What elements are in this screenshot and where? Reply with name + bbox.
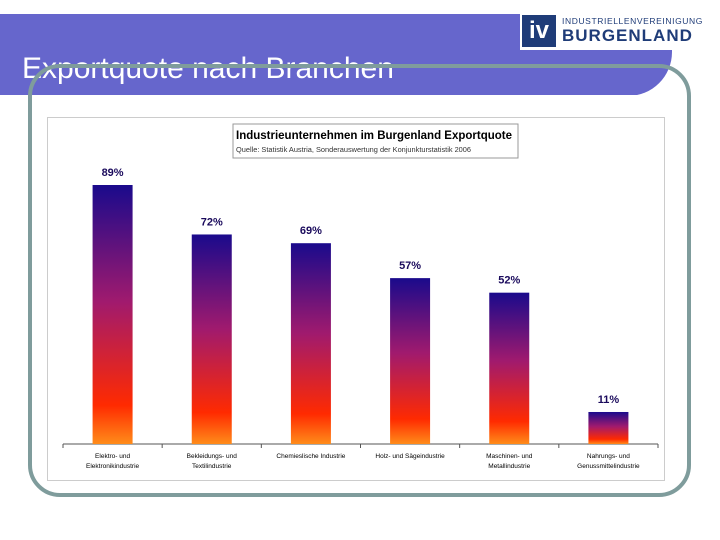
- slide-title: Exportquote nach Branchen: [22, 52, 394, 85]
- logo-line2: BURGENLAND: [562, 26, 693, 45]
- bar: [489, 292, 530, 444]
- bar: [290, 243, 331, 444]
- iv-logo: iv INDUSTRIELLENVEREINIGUNG BURGENLAND: [520, 12, 703, 50]
- value-label: 69%: [300, 225, 322, 237]
- category-label: Nahrungs- und Genussmittelindustrie: [577, 453, 640, 470]
- category-label: Holz- und Sägeindustrie: [375, 453, 445, 460]
- logo-line1: INDUSTRIELLENVEREINIGUNG: [562, 16, 703, 26]
- chart-title-box: [232, 123, 519, 159]
- value-label: 89%: [102, 167, 124, 179]
- category-label: Elektro- und Elektronikindustrie: [86, 453, 139, 470]
- header-underline: [0, 95, 637, 99]
- chart-panel: Industrieunternehmen im Burgenland Expor…: [47, 117, 665, 481]
- chart-subtitle: Quelle: Statistik Austria, Sonderauswert…: [236, 147, 471, 154]
- value-label: 57%: [399, 260, 421, 272]
- value-label: 52%: [498, 275, 520, 287]
- bar: [390, 278, 431, 444]
- category-label: Maschinen- und Metallindustrie: [486, 453, 533, 470]
- value-label: 72%: [201, 216, 223, 228]
- bar-chart: Industrieunternehmen im Burgenland Expor…: [62, 123, 659, 470]
- logo-mark: iv: [522, 15, 556, 47]
- category-label: Chemieslische Industrie: [276, 453, 345, 460]
- category-label: Bekleidungs- und Textilindustrie: [187, 453, 238, 470]
- slide-frame: [28, 64, 691, 497]
- chart-title: Industrieunternehmen im Burgenland Expor…: [236, 130, 512, 142]
- bar: [588, 411, 629, 444]
- bar: [92, 185, 133, 444]
- value-label: 11%: [598, 394, 620, 406]
- bar: [191, 234, 232, 444]
